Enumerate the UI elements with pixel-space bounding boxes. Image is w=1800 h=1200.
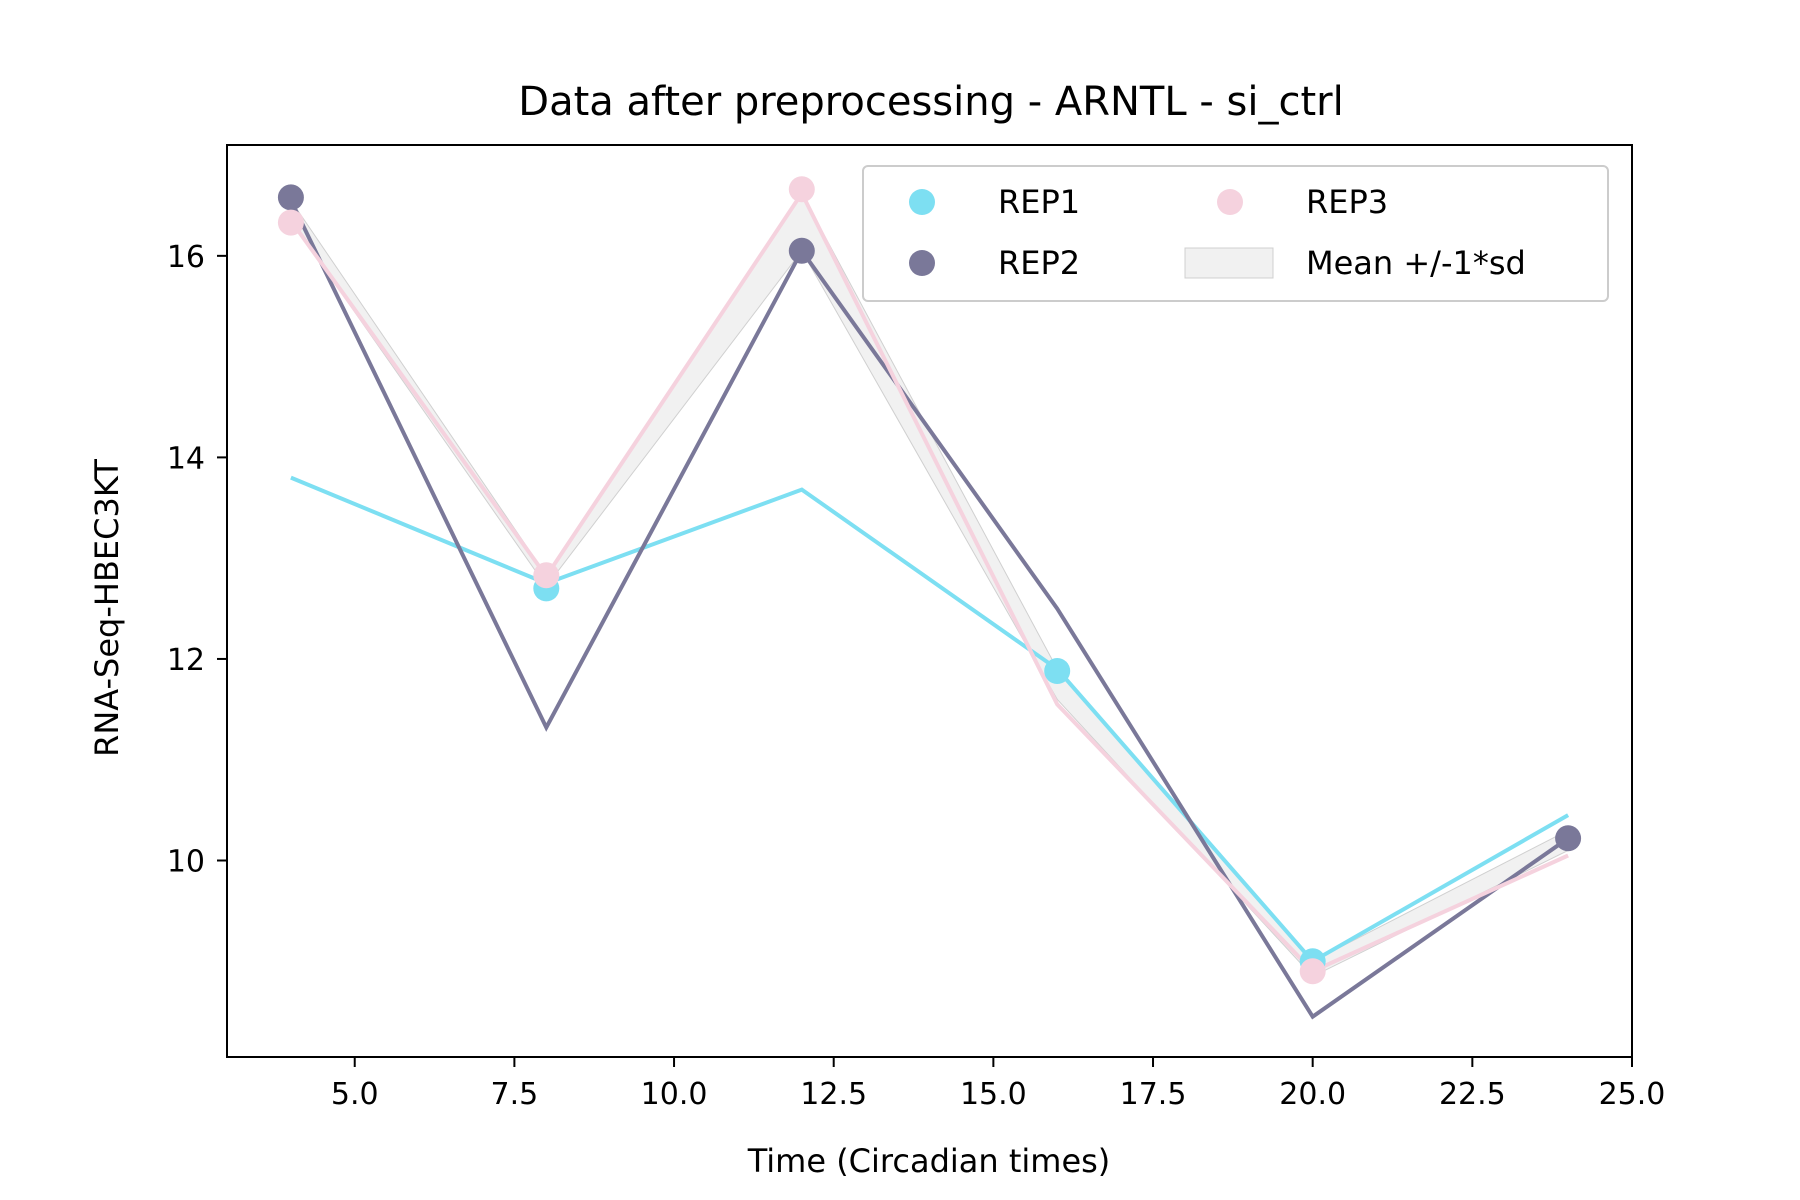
data-point-rep3: [533, 562, 560, 589]
y-axis: 10 12 14 16: [167, 240, 227, 879]
data-point-rep3: [788, 176, 815, 203]
data-point-rep3: [277, 209, 304, 236]
data-point-rep2: [1555, 825, 1582, 852]
y-tick-label: 12: [167, 643, 205, 678]
x-axis-label: Time (Circadian times): [747, 1142, 1111, 1180]
x-tick-label: 10.0: [641, 1077, 708, 1112]
series-line-rep1: [290, 475, 1570, 964]
band-mean-sd: [290, 192, 1569, 978]
legend-label: REP3: [1306, 183, 1388, 221]
data-point-rep1: [1044, 658, 1071, 684]
legend-label: Mean +/-1*sd: [1306, 244, 1526, 282]
x-tick-label: 22.5: [1439, 1077, 1506, 1112]
x-axis: 5.0 7.5 10.0 12.5 15.0 17.5 20.0 22.5 25.0: [331, 1057, 1666, 1112]
y-tick-label: 10: [167, 844, 205, 879]
x-tick-label: 7.5: [491, 1077, 539, 1112]
data-point-rep3: [1299, 958, 1326, 985]
legend-box: [862, 165, 1609, 302]
legend-label: REP2: [998, 244, 1080, 282]
x-tick-label: 5.0: [331, 1077, 379, 1112]
x-tick-label: 25.0: [1599, 1077, 1666, 1112]
data-point-rep2: [277, 184, 304, 211]
data-point-rep2: [788, 237, 815, 264]
legend-marker-rep2: [909, 250, 935, 276]
legend-marker-rep3: [1217, 189, 1243, 215]
x-tick-label: 12.5: [800, 1077, 867, 1112]
x-tick-label: 17.5: [1120, 1077, 1187, 1112]
y-tick-label: 14: [167, 441, 205, 476]
legend: REP1 REP2 REP3 Mean +/-1*sd: [862, 165, 1609, 302]
y-axis-label: RNA-Seq-HBEC3KT: [88, 459, 126, 757]
legend-marker-rep1: [909, 189, 935, 215]
x-tick-label: 15.0: [960, 1077, 1027, 1112]
plot-area: [277, 176, 1582, 1020]
series-line-rep2: [289, 199, 1570, 1020]
x-tick-label: 20.0: [1279, 1077, 1346, 1112]
legend-patch-band: [1184, 247, 1274, 279]
series-line-rep3: [289, 189, 1569, 974]
legend-label: REP1: [998, 183, 1080, 221]
y-tick-label: 16: [167, 240, 205, 275]
chart-title: Data after preprocessing - ARNTL - si_ct…: [518, 79, 1343, 125]
plot-frame: [226, 144, 1633, 1058]
